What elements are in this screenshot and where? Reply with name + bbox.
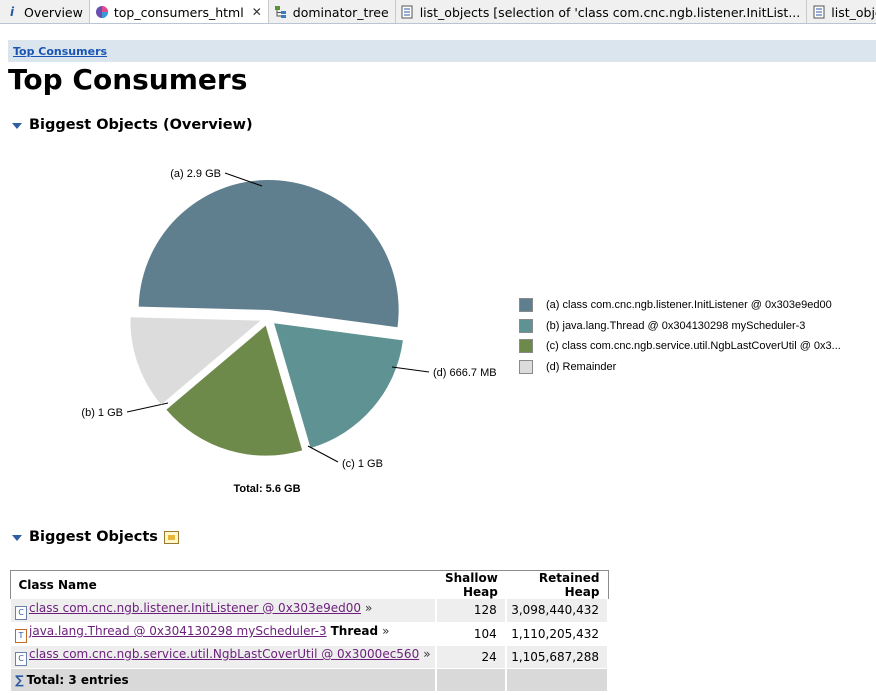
section-header-biggest-objects[interactable]: Biggest Objects [12,529,179,545]
total-cell: ∑ Total: 3 entries [9,668,437,692]
class-icon: C [15,605,27,620]
pie-chart: (a) 2.9 GB (b) 1 GB (c) 1 GB (d) 666.7 MB To… [81,168,497,495]
pie-slice-d[interactable] [130,317,261,405]
legend-label: (d) Remainder [546,360,617,373]
pie-slice-c[interactable] [166,325,303,456]
legend-label: (c) class com.cnc.ngb.service.util.NgbLa… [546,340,841,353]
sigma-icon: ∑ [15,672,24,687]
retained-heap-cell: 1,110,205,432 [504,622,610,646]
section-title: Biggest Objects [29,529,158,545]
retained-heap-cell: 1,105,687,288 [504,645,610,669]
tab-overview[interactable]: i Overview [0,0,90,23]
shallow-heap-cell: 104 [434,622,507,646]
tab-label: dominator_tree [292,4,389,20]
chart-legend: (a) class com.cnc.ngb.listener.InitListe… [519,295,841,377]
section-title: Biggest Objects (Overview) [29,117,253,133]
collapse-triangle-icon[interactable] [12,123,22,129]
object-link[interactable]: class com.cnc.ngb.listener.InitListener … [29,600,361,615]
legend-item-b: (b) java.lang.Thread @ 0x304130298 mySch… [519,316,841,337]
class-icon: C [15,652,27,666]
breadcrumb-link[interactable]: Top Consumers [13,45,108,58]
tab-top-consumers-html[interactable]: top_consumers_html ✕ [89,0,269,23]
legend-label: (a) class com.cnc.ngb.listener.InitListe… [546,299,832,312]
object-type-label: Thread [330,624,379,638]
info-icon: i [9,5,15,19]
slice-data-label: (b) 1 GB [81,407,123,419]
total-label: Total: 3 entries [26,672,129,687]
pie-slice-b[interactable] [274,323,403,448]
tab-label: list_objects [selectio [831,4,876,20]
tree-icon [273,4,289,20]
slice-data-label: (c) 1 GB [342,458,383,470]
slice-leader-line [126,402,169,413]
breadcrumb: Top Consumers [8,40,876,62]
export-icon[interactable] [163,530,179,544]
table-header-row: Class Name Shallow Heap Retained Heap [10,570,608,599]
legend-swatch [519,318,533,333]
tab-label: list_objects [selection of 'class com.cn… [419,4,801,20]
object-link[interactable]: class com.cnc.ngb.service.util.NgbLastCo… [29,647,420,661]
column-header-retained-heap[interactable]: Retained Heap [505,570,608,599]
slice-leader-line [224,172,263,187]
legend-swatch [519,298,533,313]
list-icon [811,4,827,20]
tab-label: Overview [24,4,83,20]
tab-label: top_consumers_html [113,4,244,20]
editor-tab-bar: i Overview top_consumers_html ✕ dominato… [0,0,876,24]
legend-item-c: (c) class com.cnc.ngb.service.util.NgbLa… [519,336,841,357]
expand-more-icon[interactable]: » [364,600,373,615]
legend-swatch [519,359,533,374]
retained-heap-cell: 3,098,440,432 [504,599,610,623]
slice-data-label: (d) 666.7 MB [433,367,497,379]
slice-leader-line [391,366,430,373]
tab-dominator-tree[interactable]: dominator_tree [269,0,396,23]
chart-total-label: Total: 5.6 GB [233,483,300,495]
expand-more-icon[interactable]: » [423,647,431,661]
page-title: Top Consumers [8,63,248,96]
total-empty-cell [434,668,507,692]
column-header-class-name[interactable]: Class Name [10,570,436,599]
expand-more-icon[interactable]: » [382,624,390,638]
pie-slice-a[interactable] [138,180,399,328]
legend-item-d: (d) Remainder [519,357,841,378]
report-icon [94,4,110,20]
thread-icon: T [15,629,27,643]
object-link[interactable]: java.lang.Thread @ 0x304130298 mySchedul… [29,624,327,638]
tab-list-objects-2[interactable]: list_objects [selectio [807,0,876,23]
shallow-heap-cell: 24 [434,645,507,669]
total-empty-cell [504,668,610,692]
section-header-overview[interactable]: Biggest Objects (Overview) [12,117,253,133]
list-icon [400,4,416,20]
slice-leader-line [307,445,339,463]
legend-item-a: (a) class com.cnc.ngb.listener.InitListe… [519,295,841,316]
slice-data-label: (a) 2.9 GB [170,168,221,180]
collapse-triangle-icon[interactable] [12,535,22,541]
legend-swatch [519,339,533,354]
shallow-heap-cell: 128 [434,599,507,623]
close-icon[interactable]: ✕ [251,5,262,19]
table-total-row: ∑ Total: 3 entries [9,668,610,692]
column-header-shallow-heap[interactable]: Shallow Heap [435,570,506,599]
legend-label: (b) java.lang.Thread @ 0x304130298 mySch… [546,319,806,332]
tab-list-objects-1[interactable]: list_objects [selection of 'class com.cn… [396,0,808,23]
